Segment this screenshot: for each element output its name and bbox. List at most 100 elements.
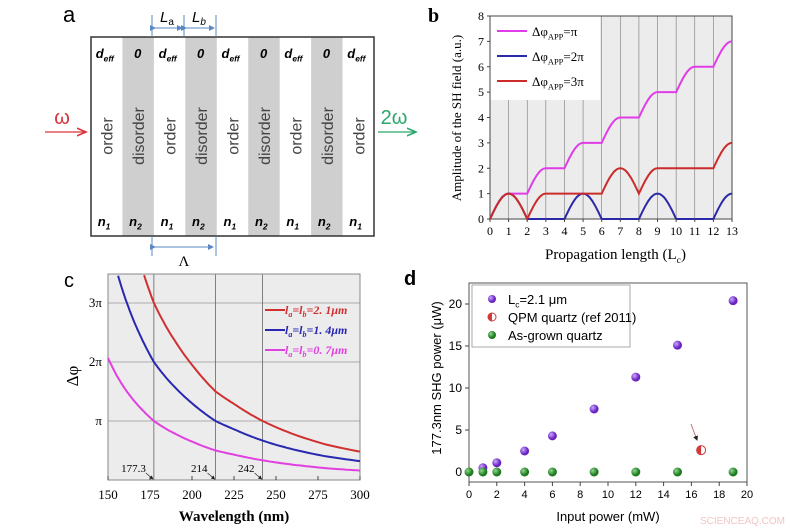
y-tick-label: 1: [478, 187, 484, 201]
legend-marker: [488, 295, 496, 303]
layer-coefficient-label: deff: [159, 46, 178, 63]
x-tick-label: 2: [494, 489, 500, 501]
period-dimension: Λ: [150, 236, 217, 270]
legend-entry: la=lb=0. 7μm: [285, 343, 347, 359]
layer-coefficient-label: deff: [96, 46, 115, 63]
disorder-layer: [185, 37, 217, 236]
panel-label-a: a: [63, 2, 76, 27]
la-dimension: La Lb: [150, 9, 217, 37]
x-tick-label: 11: [689, 224, 701, 238]
panel-d-chart: d 0 2 4 6 8 10 12 14 16 18 20 0 5 10 15 20 Lc=2.1 μmQPM …: [404, 268, 753, 524]
x-tick-label: 9: [655, 224, 661, 238]
y-tick-label: 4: [478, 111, 484, 125]
data-point-as-grown: [464, 467, 474, 477]
qpm-pointer-arrow: [690, 423, 698, 441]
data-point-lc: [520, 446, 530, 456]
panel-label-d: d: [404, 268, 416, 290]
x-tick-label: 6: [599, 224, 605, 238]
series-line-3: [107, 357, 361, 472]
layer-index-label: n1: [98, 214, 111, 231]
x-tick-label: 8: [577, 489, 583, 501]
x-tick-label: 8: [636, 224, 642, 238]
layer-index-label: n2: [255, 214, 268, 231]
x-tick-label: 150: [98, 487, 118, 502]
layer-coefficient-label: 0: [197, 46, 205, 61]
x-tick-label: 18: [713, 489, 725, 501]
wavelength-annotation: 242: [238, 463, 255, 475]
panel-label-c: c: [64, 270, 74, 292]
x-tick-label: 200: [182, 487, 202, 502]
x-tick-label: 1: [506, 224, 512, 238]
x-tick-label: 0: [466, 489, 472, 501]
panel-label-b: b: [428, 5, 439, 27]
data-point-as-grown: [631, 467, 641, 477]
data-point-as-grown: [492, 467, 502, 477]
x-tick-label: 250: [266, 487, 286, 502]
data-point-lc: [547, 431, 557, 441]
legend-entry: As-grown quartz: [508, 328, 603, 343]
y-tick-label: 3π: [89, 295, 103, 310]
x-tick-label: 12: [630, 489, 642, 501]
layer-coefficient-label: 0: [134, 46, 142, 61]
y-tick-label: π: [95, 413, 102, 428]
y-tick-label: 2: [478, 161, 484, 175]
watermark: SCIENCEAQ.COM: [700, 516, 785, 527]
layer-type-label: order: [163, 117, 180, 155]
input-omega-label: ω: [54, 107, 70, 129]
y-tick-label: 6: [478, 60, 484, 74]
y-axis-title: 177.3nm SHG power (μW): [429, 301, 444, 454]
y-tick-label: 8: [478, 9, 484, 23]
crystal-outline: [90, 36, 375, 237]
annotation-arrow: [145, 472, 154, 480]
legend-entry: ΔφAPP=2π: [532, 49, 584, 66]
series-line-1: [489, 40, 733, 220]
x-tick-label: 12: [707, 224, 719, 238]
data-point-lc: [492, 458, 502, 468]
y-tick-label: 5: [478, 85, 484, 99]
data-point-as-grown: [589, 467, 599, 477]
legend-entry: ΔφAPP=π: [532, 24, 578, 41]
la-label: La: [160, 9, 174, 28]
layer-index-label: n1: [286, 214, 299, 231]
layer-index-label: n2: [129, 214, 142, 231]
legend-entry: la=lb=1. 4μm: [285, 323, 347, 339]
legend-entry: la=lb=2. 1μm: [285, 303, 347, 319]
y-tick-label: 20: [449, 297, 463, 311]
x-tick-label: 175: [140, 487, 160, 502]
x-tick-label: 20: [741, 489, 753, 501]
legend-entry: ΔφAPP=3π: [532, 74, 584, 91]
legend-marker: [488, 331, 496, 339]
data-point-as-grown: [673, 467, 682, 477]
legend-entry: Lc=2.1 μm: [508, 292, 567, 309]
output-2omega-label: 2ω: [381, 107, 408, 129]
x-axis-title: Input power (mW): [556, 509, 659, 524]
x-tick-label: 2: [524, 224, 530, 238]
layer-index-label: n1: [161, 214, 174, 231]
x-tick-label: 14: [657, 489, 669, 501]
series-line-1: [143, 274, 361, 453]
y-tick-label: 3: [478, 136, 484, 150]
layer-coefficient-label: 0: [260, 46, 268, 61]
layer-type-label: disorder: [131, 106, 148, 164]
legend-entry: QPM quartz (ref 2011): [508, 310, 636, 325]
x-tick-label: 13: [726, 224, 738, 238]
series-line-2: [489, 192, 733, 220]
x-axis-title: Propagation length (Lc): [545, 247, 686, 266]
disorder-layer: [122, 37, 154, 236]
layer-index-label: n1: [224, 214, 237, 231]
x-tick-label: 7: [617, 224, 623, 238]
data-point-lc: [728, 296, 738, 306]
x-tick-label: 225: [224, 487, 244, 502]
layer-coefficient-label: deff: [284, 46, 303, 63]
data-point-lc: [589, 404, 599, 414]
x-tick-label: 10: [670, 224, 682, 238]
layer-index-label: n1: [349, 214, 362, 231]
annotation-arrow: [254, 472, 263, 480]
data-point-lc: [673, 340, 682, 350]
layer-type-label: order: [226, 117, 243, 155]
x-axis-title: Wavelength (nm): [179, 509, 289, 525]
plot-area: [108, 274, 360, 480]
x-tick-label: 16: [685, 489, 697, 501]
y-tick-label: 7: [478, 34, 484, 48]
